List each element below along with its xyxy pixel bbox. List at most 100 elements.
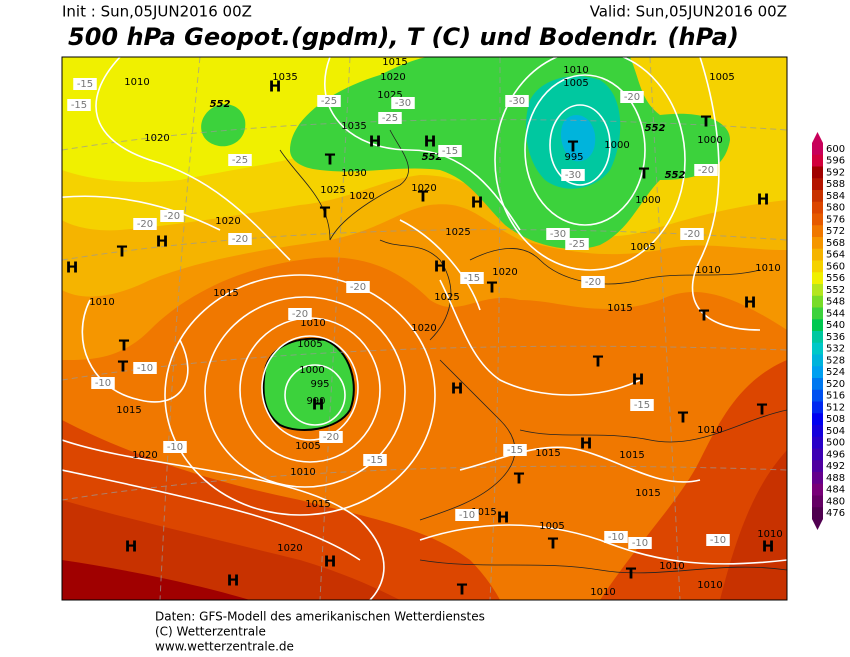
legend-swatch — [812, 307, 823, 320]
temperature-box — [288, 308, 312, 320]
legend-label: 496 — [826, 449, 845, 460]
temperature-box — [565, 238, 589, 250]
temperature-label: -15 — [634, 400, 650, 411]
legend-arrow — [812, 519, 823, 530]
pressure-label: 1020 — [411, 183, 436, 194]
temperature-label: -25 — [232, 155, 248, 166]
legend-arrow — [812, 132, 823, 143]
pressure-label: 1005 — [630, 242, 655, 253]
pressure-label: 1010 — [757, 529, 782, 540]
temperature-label: -15 — [367, 455, 383, 466]
legend-swatch — [812, 342, 823, 355]
pressure-label: 1020 — [144, 133, 169, 144]
legend-label: 576 — [826, 214, 845, 225]
pressure-label: 1010 — [563, 65, 588, 76]
pressure-label: 1005 — [539, 521, 564, 532]
temperature-box — [133, 362, 157, 374]
legend-label: 480 — [826, 496, 845, 507]
legend-swatch — [812, 389, 823, 402]
legend-label: 556 — [826, 273, 845, 284]
isobar — [62, 57, 787, 600]
temperature-label: -20 — [585, 277, 601, 288]
temperature-label: -10 — [710, 535, 726, 546]
temperature-label: -10 — [167, 442, 183, 453]
pressure-center: T — [118, 358, 129, 376]
legend-swatch — [812, 436, 823, 449]
pressure-label: 1010 — [695, 265, 720, 276]
legend-label: 516 — [826, 391, 845, 402]
temperature-box — [503, 444, 527, 456]
pressure-label: 1015 — [116, 405, 141, 416]
legend-label: 508 — [826, 414, 845, 425]
legend-label: 524 — [826, 367, 845, 378]
pressure-label: 1005 — [297, 339, 322, 350]
legend-swatch — [812, 284, 823, 297]
legend-label: 536 — [826, 332, 845, 343]
temperature-label: -20 — [232, 234, 248, 245]
pressure-center: T — [626, 565, 637, 583]
pressure-center: H — [497, 509, 510, 527]
legend-label: 500 — [826, 438, 845, 449]
pressure-center: T — [699, 307, 710, 325]
pressure-label: 1015 — [619, 450, 644, 461]
temperature-label: -20 — [684, 229, 700, 240]
pressure-label: 1000 — [697, 135, 722, 146]
temperature-box — [378, 112, 402, 124]
isobar — [284, 364, 346, 426]
legend-label: 540 — [826, 320, 845, 331]
temperature-box — [363, 454, 387, 466]
pressure-label: 995 — [310, 379, 329, 390]
temperature-label: -15 — [71, 100, 87, 111]
temperature-label: -10 — [632, 538, 648, 549]
temperature-label: -10 — [608, 532, 624, 543]
legend-swatch — [812, 448, 823, 461]
legend-label: 532 — [826, 344, 845, 355]
temperature-label: -30 — [395, 98, 411, 109]
pressure-label: 1020 — [277, 543, 302, 554]
legend-label: 572 — [826, 226, 845, 237]
pressure-label: 1010 — [124, 77, 149, 88]
temperature-label: -15 — [464, 273, 480, 284]
pressure-label: 1030 — [341, 168, 366, 179]
temperature-label: -10 — [137, 363, 153, 374]
temperature-box — [346, 281, 370, 293]
temperature-box — [133, 218, 157, 230]
pressure-label: 1015 — [635, 488, 660, 499]
pressure-label: 1005 — [563, 78, 588, 89]
legend-label: 592 — [826, 167, 845, 178]
legend-label: 520 — [826, 379, 845, 390]
isobar — [494, 57, 686, 271]
temperature-box — [561, 169, 585, 181]
legend-swatch — [812, 425, 823, 438]
pressure-label: 1015 — [382, 57, 407, 68]
temperature-box — [581, 276, 605, 288]
pressure-label: 1010 — [89, 297, 114, 308]
pressure-label: 1020 — [215, 216, 240, 227]
legend-swatch — [812, 460, 823, 473]
legend-swatch — [812, 378, 823, 391]
legend-swatch — [812, 483, 823, 496]
legend-label: 528 — [826, 355, 845, 366]
pressure-center: H — [369, 133, 382, 151]
temperature-label: -30 — [565, 170, 581, 181]
height-label: 552 — [422, 152, 443, 163]
pressure-center: H — [762, 538, 775, 556]
pressure-center: H — [424, 133, 437, 151]
legend-label: 504 — [826, 426, 845, 437]
legend-label: 512 — [826, 402, 845, 413]
pressure-center: T — [701, 113, 712, 131]
pressure-center: T — [325, 151, 336, 169]
pressure-label: 1000 — [635, 195, 660, 206]
pressure-label: 1035 — [341, 121, 366, 132]
pressure-label: 1015 — [471, 507, 496, 518]
legend-swatch — [812, 331, 823, 344]
temperature-box — [706, 534, 730, 546]
legend-swatch — [812, 154, 823, 167]
temperature-label: -25 — [321, 96, 337, 107]
pressure-center: T — [117, 243, 128, 261]
legend-label: 588 — [826, 179, 845, 190]
pressure-label: 1015 — [607, 303, 632, 314]
pressure-label: 1020 — [380, 72, 405, 83]
legend-swatch — [812, 190, 823, 203]
pressure-center: H — [757, 191, 770, 209]
